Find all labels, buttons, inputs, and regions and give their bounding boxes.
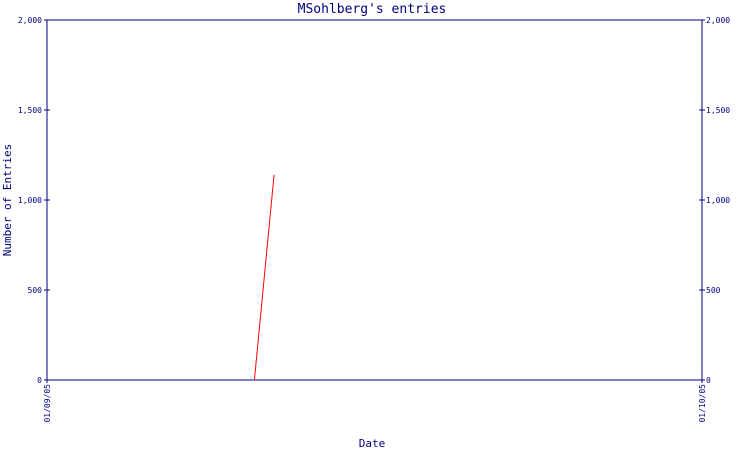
y-tick-label: 0 — [37, 376, 42, 385]
y-tick-label: 1,000 — [18, 196, 42, 205]
chart-title: MSohlberg's entries — [298, 2, 447, 17]
plot-frame — [46, 19, 703, 381]
y2-tick-label: 0 — [706, 376, 711, 385]
y-tick-label: 1,500 — [18, 106, 42, 115]
y-axis-label: Number of Entries — [1, 144, 14, 257]
y2-tick-label: 500 — [706, 286, 721, 295]
y2-tick-label: 1,500 — [706, 106, 730, 115]
y-tick-label: 500 — [28, 286, 43, 295]
x-tick-label: 01/09/05 — [43, 384, 52, 423]
x-axis-label: Date — [359, 437, 386, 450]
y-tick-label: 2,000 — [18, 16, 42, 25]
y2-tick-label: 2,000 — [706, 16, 730, 25]
y2-tick-label: 1,000 — [706, 196, 730, 205]
data-line — [253, 174, 275, 381]
x-tick-label: 01/10/05 — [698, 384, 707, 423]
